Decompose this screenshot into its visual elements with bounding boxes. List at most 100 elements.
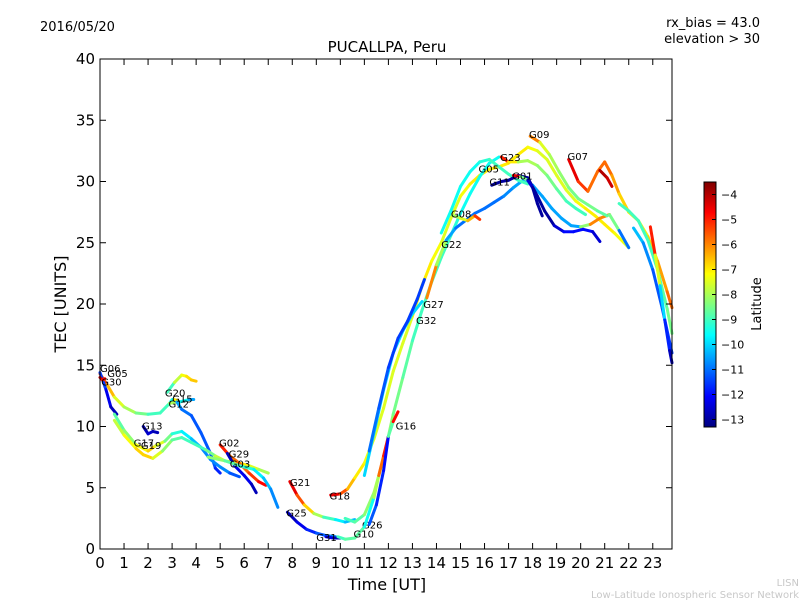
- x-tick-label: 5: [215, 554, 225, 572]
- x-tick-label: 21: [595, 554, 614, 572]
- track-segment: [170, 429, 184, 436]
- track-segment: [535, 202, 544, 218]
- track-segment: [410, 300, 424, 316]
- x-tick-label: 7: [263, 554, 273, 572]
- track-segment: [648, 225, 657, 257]
- track-segment: [617, 229, 631, 250]
- track-segment: [302, 503, 316, 515]
- track-segment: [209, 458, 222, 469]
- track-segment: [425, 263, 438, 300]
- track-segment: [636, 219, 650, 242]
- track-segment: [367, 503, 378, 526]
- track-segment: [468, 160, 482, 174]
- track-segment: [122, 428, 138, 447]
- series-label: G03: [230, 459, 250, 470]
- track-segment: [180, 407, 193, 417]
- track-segment: [269, 487, 280, 509]
- series-label: G32: [416, 316, 436, 327]
- plot-frame: [99, 58, 673, 550]
- track-segment: [564, 188, 578, 203]
- track-segment: [362, 491, 376, 517]
- track-segment: [382, 369, 395, 410]
- track-segment: [343, 516, 357, 524]
- track-segment: [346, 476, 357, 491]
- track-segment: [617, 202, 631, 213]
- track-segment: [583, 206, 597, 218]
- x-tick-label: 9: [312, 554, 322, 572]
- series-label: G26: [362, 521, 382, 532]
- y-tick-label: 30: [76, 173, 95, 191]
- colorbar-tick-label: −10: [721, 339, 744, 352]
- x-axis-ticks: 0 1 2 3 4 5 6 7 8 9 10 11 12 13 14 15 16 17 18 19 20 21 22 23: [95, 59, 662, 572]
- track-segment: [487, 157, 501, 169]
- track-segment: [658, 284, 667, 322]
- track-segment: [391, 410, 400, 424]
- series-label: G10: [354, 529, 374, 540]
- track-segment: [555, 173, 568, 192]
- series-g03-track: G03: [206, 455, 280, 509]
- colorbar-tick-label: −12: [721, 389, 744, 402]
- track-segment: [165, 380, 177, 394]
- track-segment: [189, 413, 203, 435]
- y-tick-label: 35: [76, 111, 95, 129]
- x-tick-label: 4: [191, 554, 201, 572]
- track-segment: [576, 180, 590, 193]
- x-tick-label: 22: [619, 554, 638, 572]
- series-label: G17: [134, 439, 154, 450]
- track-segment: [591, 230, 602, 244]
- track-segment: [555, 187, 568, 203]
- track-segment: [444, 226, 458, 242]
- track-segment: [567, 157, 580, 183]
- y-tick-label: 25: [76, 234, 95, 252]
- track-segment: [146, 411, 162, 416]
- track-segment: [526, 145, 539, 153]
- series-g09-track: G09: [528, 130, 609, 218]
- series-label: G13: [142, 422, 162, 433]
- track-segment: [531, 186, 539, 206]
- track-segment: [430, 241, 443, 263]
- track-segment: [122, 433, 138, 451]
- track-segment: [459, 170, 472, 188]
- track-segment: [295, 493, 306, 507]
- track-segment: [112, 395, 126, 409]
- track-segment: [567, 186, 580, 201]
- track-segment: [665, 307, 674, 335]
- track-segment: [257, 467, 270, 475]
- track-segment: [223, 459, 241, 468]
- track-segment: [586, 203, 599, 213]
- track-segment: [603, 222, 616, 235]
- x-tick-label: 13: [403, 554, 422, 572]
- track-segment: [535, 149, 549, 161]
- x-tick-label: 17: [499, 554, 518, 572]
- track-segment: [163, 432, 174, 443]
- track-segment: [295, 520, 309, 531]
- series-g30-track: G30: [98, 376, 122, 388]
- series-g22-track: G22: [425, 178, 631, 300]
- colorbar-gradient: [703, 181, 717, 428]
- track-segment: [134, 443, 150, 453]
- x-tick-label: 20: [571, 554, 590, 572]
- track-segment: [228, 471, 241, 479]
- track-segment: [528, 134, 542, 144]
- y-tick-label: 10: [76, 418, 95, 436]
- track-segment: [305, 527, 318, 535]
- track-segment: [314, 531, 328, 538]
- series-label: G05: [107, 369, 127, 380]
- x-tick-label: 12: [379, 554, 398, 572]
- track-segment: [112, 418, 126, 437]
- track-segment: [478, 157, 491, 164]
- track-segment: [571, 227, 585, 234]
- track-segment: [372, 474, 381, 500]
- x-tick-label: 1: [119, 554, 129, 572]
- track-segment: [526, 159, 539, 168]
- track-segment: [213, 466, 222, 475]
- series-label: G01: [512, 172, 532, 183]
- track-segment: [608, 213, 621, 232]
- track-segment: [535, 194, 547, 213]
- track-segment: [189, 440, 208, 452]
- credit-short: LISN: [777, 578, 799, 589]
- chart-title: PUCALLPA, Peru: [328, 38, 447, 56]
- track-segment: [439, 209, 453, 235]
- track-segment: [459, 182, 472, 198]
